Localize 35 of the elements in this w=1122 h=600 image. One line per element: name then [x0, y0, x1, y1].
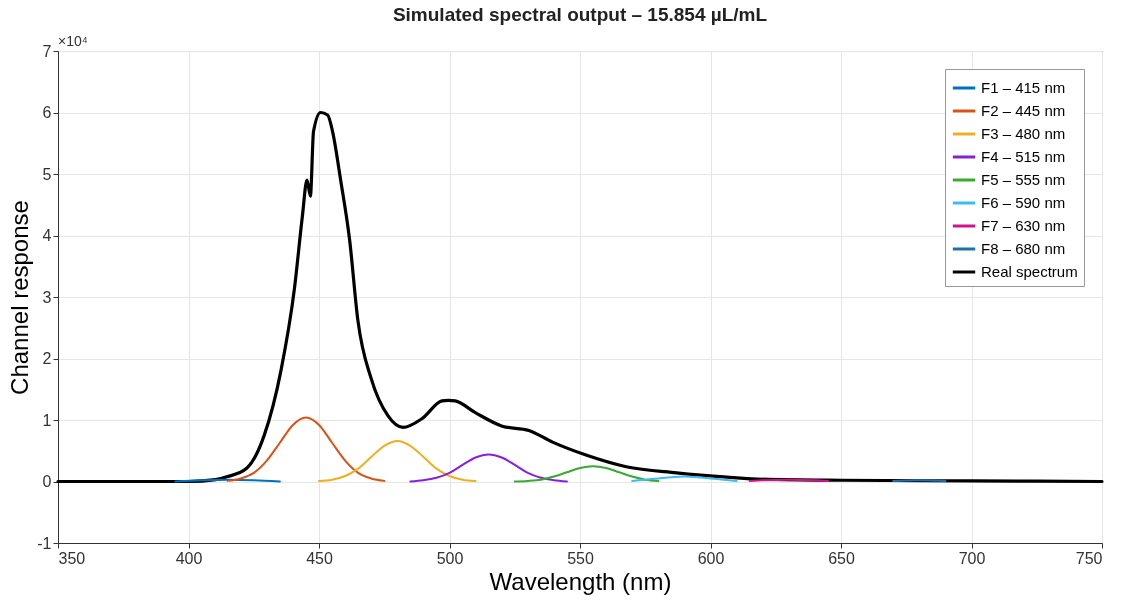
legend-label: F7 – 630 nm: [981, 217, 1066, 234]
legend-label: F4 – 515 nm: [981, 148, 1066, 165]
y-tick-label: 5: [42, 165, 52, 183]
x-tick-label: 700: [958, 549, 986, 567]
legend-label: Real spectrum: [981, 263, 1078, 280]
legend-label: F5 – 555 nm: [981, 171, 1066, 188]
y-tick-label: 0: [42, 473, 52, 490]
x-tick-label: 600: [697, 549, 725, 567]
line-series: [513, 465, 660, 483]
line-series: [409, 453, 568, 483]
x-axis-title: Wavelength (nm): [489, 567, 672, 595]
y-tick-label: 4: [42, 227, 52, 244]
text: ×10⁴: [58, 33, 88, 49]
y-axis-title: Channel response: [6, 200, 34, 395]
y-tick-label: 2: [42, 350, 52, 367]
line-series: [226, 416, 386, 482]
x-tick-label: 750: [1075, 549, 1103, 567]
x-tick-label: 400: [175, 549, 203, 567]
x-tick-label: 550: [567, 549, 594, 567]
x-tick-label: 650: [828, 549, 855, 567]
legend-label: F6 – 590 nm: [981, 194, 1066, 211]
y-tick-label: -1: [37, 534, 52, 552]
y-tick-label: 7: [42, 42, 52, 60]
legend-label: F2 – 445 nm: [981, 102, 1066, 119]
legend-label: F8 – 680 nm: [981, 240, 1066, 257]
x-tick-label: 450: [306, 549, 333, 567]
y-tick-label: 3: [42, 288, 52, 306]
legend-label: F1 – 415 nm: [981, 79, 1066, 96]
chart-title: Simulated spectral output – 15.854 µL/mL: [392, 4, 768, 25]
x-tick-label: 500: [436, 549, 464, 567]
x-tick-label: 350: [58, 549, 86, 567]
y-tick-label: 1: [42, 411, 52, 429]
line-series: [318, 439, 477, 482]
legend-label: F3 – 480 nm: [981, 125, 1066, 142]
y-tick-label: 6: [42, 104, 52, 121]
